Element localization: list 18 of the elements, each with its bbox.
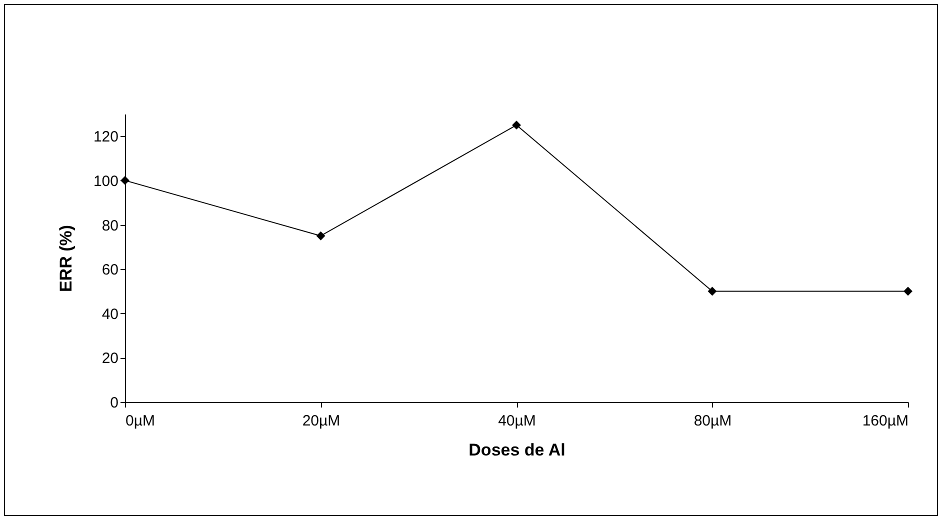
x-tick-label: 0µM (126, 412, 155, 430)
x-tick-label: 40µM (498, 412, 536, 430)
point (512, 120, 521, 130)
point (904, 286, 912, 296)
y-tick-label: 100 (93, 172, 118, 190)
x-tick-label: 20µM (302, 412, 340, 430)
x-tick-label: 80µM (694, 412, 732, 430)
y-axis-title: ERR (%) (56, 224, 76, 292)
x-tick-label: 160µM (862, 412, 908, 430)
point (316, 231, 326, 240)
y-tick-label: 40 (102, 306, 118, 323)
y-tick-label: 120 (93, 128, 118, 146)
y-tick-label: 80 (102, 217, 118, 234)
x-axis-title: Doses de Al (468, 440, 566, 460)
point (708, 286, 717, 296)
y-tick-label: 0 (110, 394, 118, 412)
y-tick-label: 20 (102, 350, 118, 368)
y-tick-label: 60 (102, 262, 118, 279)
